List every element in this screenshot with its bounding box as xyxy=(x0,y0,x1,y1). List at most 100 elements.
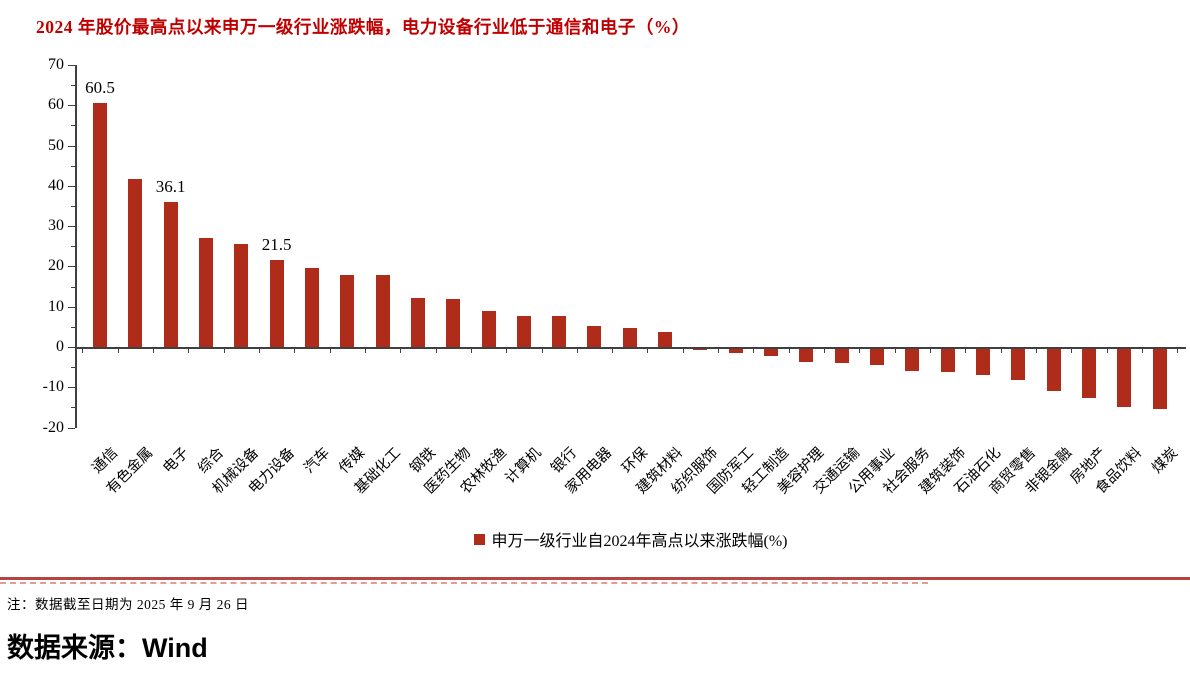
bar-data-label: 36.1 xyxy=(155,176,186,196)
bar-data-label: 21.5 xyxy=(261,235,292,255)
y-axis-tick-label: 30 xyxy=(48,217,64,235)
x-axis-tick xyxy=(612,348,614,353)
bar xyxy=(799,348,814,363)
x-axis-category-label: 煤炭 xyxy=(1148,444,1181,477)
bar xyxy=(516,316,531,347)
legend-square-icon xyxy=(473,533,485,545)
x-axis-tick xyxy=(1035,348,1037,353)
x-axis-tick xyxy=(188,348,190,353)
bar xyxy=(198,238,213,347)
x-axis-category-label: 计算机 xyxy=(502,444,545,487)
x-axis-tick xyxy=(718,348,720,353)
y-axis-tick xyxy=(68,266,75,268)
y-axis-tick-label: 60 xyxy=(48,96,64,114)
x-axis-tick xyxy=(930,348,932,353)
x-axis-tick xyxy=(400,348,402,353)
bar xyxy=(1011,348,1026,380)
bar xyxy=(1152,348,1167,409)
x-axis-tick xyxy=(647,348,649,353)
bar xyxy=(410,298,425,347)
y-axis-tick xyxy=(71,326,75,328)
y-axis-tick xyxy=(68,306,75,308)
y-axis-tick xyxy=(71,85,75,87)
divider-line-solid xyxy=(0,577,1190,580)
y-axis-tick-label: 50 xyxy=(48,136,64,154)
x-axis-tick xyxy=(82,348,84,353)
x-axis-tick xyxy=(364,348,366,353)
x-axis-tick xyxy=(223,348,225,353)
y-axis-tick xyxy=(68,427,75,429)
bar xyxy=(870,348,885,366)
bar xyxy=(93,103,107,347)
legend-label: 申万一级行业自2024年高点以来涨跌幅(%) xyxy=(491,533,788,550)
x-axis-category-label: 汽车 xyxy=(301,444,334,477)
y-axis-tick xyxy=(68,347,75,348)
y-axis-tick xyxy=(71,125,75,127)
y-axis-tick-label: 70 xyxy=(48,55,64,73)
divider-line-dashed xyxy=(0,582,928,584)
y-axis-tick-label: 10 xyxy=(48,297,64,315)
bar xyxy=(552,315,567,347)
y-axis-tick-label: -10 xyxy=(42,378,64,396)
data-source: 数据来源：Wind xyxy=(7,633,208,663)
x-axis-tick xyxy=(824,348,826,353)
y-axis-tick-label: 40 xyxy=(48,176,64,194)
y-axis-tick xyxy=(68,226,75,228)
y-axis-tick-label: -20 xyxy=(42,418,64,436)
bar xyxy=(446,299,461,347)
bar xyxy=(976,348,990,376)
bar xyxy=(905,348,920,371)
y-axis-tick xyxy=(68,105,75,107)
bar-chart-plot-area: 70 60 50 40 30 20 10 0 -10 -20 60.5 通信 有色金属 36.1 电子 综合机… xyxy=(42,55,1186,497)
chart-title: 2024 年股价最高点以来申万一级行业涨跌幅，电力设备行业低于通信和电子（%） xyxy=(36,17,690,37)
x-axis-tick xyxy=(541,348,543,353)
bar xyxy=(234,243,249,347)
bar xyxy=(128,179,143,347)
x-axis-tick xyxy=(470,348,472,353)
bar xyxy=(481,310,496,347)
x-axis-tick xyxy=(1106,348,1108,353)
x-axis-tick xyxy=(788,348,790,353)
y-axis-tick xyxy=(68,64,75,66)
x-axis-tick xyxy=(753,348,755,353)
x-axis-tick xyxy=(576,348,578,353)
y-axis-tick xyxy=(71,246,75,248)
x-axis-tick xyxy=(117,348,119,353)
y-axis-tick-label: 20 xyxy=(48,257,64,275)
x-axis-tick xyxy=(682,348,684,353)
x-axis-category-label: 电子 xyxy=(159,444,192,477)
y-axis-line xyxy=(75,65,77,428)
bar xyxy=(1046,348,1061,392)
x-axis-tick xyxy=(435,348,437,353)
bar xyxy=(269,260,284,347)
y-axis-tick xyxy=(68,387,75,389)
bar xyxy=(1117,348,1132,407)
y-axis-tick xyxy=(71,407,75,409)
x-axis-tick xyxy=(1177,348,1179,353)
bar xyxy=(728,348,743,354)
bar xyxy=(622,328,637,347)
bar xyxy=(375,275,390,347)
bar xyxy=(764,348,779,356)
x-axis-tick xyxy=(329,348,331,353)
x-axis-tick xyxy=(1000,348,1002,353)
x-axis-tick xyxy=(1141,348,1143,353)
x-axis-tick xyxy=(965,348,967,353)
x-axis-tick xyxy=(294,348,296,353)
x-axis-tick xyxy=(859,348,861,353)
bar xyxy=(1081,348,1096,399)
bar xyxy=(940,348,955,373)
bar xyxy=(658,332,673,347)
y-axis-tick xyxy=(71,165,75,167)
bar xyxy=(693,348,708,350)
x-axis-line xyxy=(75,347,1186,349)
x-axis-tick xyxy=(258,348,260,353)
y-axis-tick xyxy=(68,145,75,147)
x-axis-tick xyxy=(1071,348,1073,353)
y-axis-tick xyxy=(68,185,75,187)
x-axis-tick xyxy=(152,348,154,353)
bar-data-label: 60.5 xyxy=(85,78,115,98)
chart-legend: 申万一级行业自2024年高点以来涨跌幅(%) xyxy=(75,527,1186,551)
x-axis-tick xyxy=(506,348,508,353)
